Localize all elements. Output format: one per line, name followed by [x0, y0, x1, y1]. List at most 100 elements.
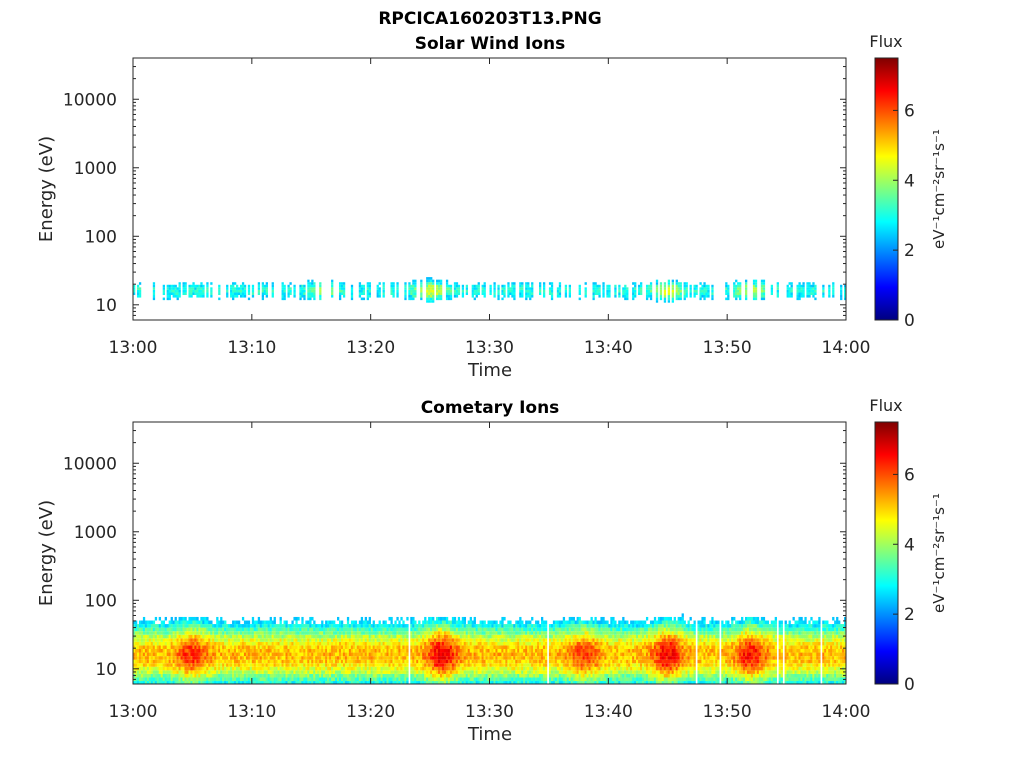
spectrogram-cell — [614, 289, 617, 293]
spectrogram-cell — [622, 289, 625, 293]
spectrogram-cell — [214, 673, 217, 678]
spectrogram-cell — [509, 677, 512, 682]
spectrogram-cell — [410, 295, 413, 298]
spectrogram-cell — [196, 656, 199, 660]
spectrogram-cell — [424, 666, 427, 671]
spectrogram-cell — [392, 670, 395, 674]
spectrogram-cell — [542, 648, 546, 653]
spectrogram-cell — [467, 663, 470, 667]
spectrogram-cell — [194, 681, 197, 684]
spectrogram-cell — [493, 652, 496, 657]
spectrogram-cell — [453, 641, 457, 646]
spectrogram-cell — [447, 284, 451, 288]
spectrogram-cell — [434, 663, 437, 667]
spectrogram-cell — [338, 627, 342, 632]
spectrogram-cell — [222, 641, 225, 646]
spectrogram-cell — [473, 645, 476, 649]
spectrogram-cell — [368, 616, 371, 621]
spectrogram-cell — [438, 681, 441, 684]
spectrogram-cell — [307, 641, 310, 646]
spectrogram-cell — [267, 641, 270, 646]
spectrogram-cell — [744, 297, 748, 301]
spectrogram-cell — [679, 284, 682, 288]
spectrogram-cell — [162, 673, 165, 678]
spectrogram-cell — [540, 620, 544, 625]
spectrogram-cell — [265, 666, 268, 671]
spectrogram-cell — [168, 627, 171, 632]
spectrogram-cell — [327, 656, 330, 660]
spectrogram-cell — [457, 666, 461, 671]
spectrogram-cell — [459, 670, 463, 674]
spectrogram-cell — [218, 297, 221, 301]
spectrogram-cell — [404, 681, 407, 684]
spectrogram-cell — [220, 681, 223, 684]
spectrogram-cell — [335, 638, 338, 642]
spectrogram-cell — [535, 652, 538, 657]
spectrogram-cell — [144, 634, 148, 639]
spectrogram-cell — [206, 289, 209, 293]
spectrogram-cell — [166, 631, 169, 635]
spectrogram-cell — [350, 656, 354, 660]
spectrogram-cell — [331, 666, 334, 671]
spectrogram-cell — [287, 624, 290, 628]
spectrogram-cell — [473, 620, 476, 625]
spectrogram-cell — [548, 659, 552, 664]
spectrogram-cell — [424, 677, 427, 682]
spectrogram-cell — [168, 631, 171, 635]
spectrogram-cell — [808, 292, 811, 296]
spectrogram-cell — [529, 624, 532, 628]
spectrogram-cell — [303, 292, 306, 296]
spectrogram-cell — [133, 645, 136, 649]
spectrogram-cell — [249, 677, 253, 682]
spectrogram-cell — [342, 624, 346, 628]
spectrogram-cell — [410, 627, 413, 632]
spectrogram-cell — [338, 681, 342, 684]
spectrogram-cell — [277, 645, 280, 649]
spectrogram-cell — [303, 652, 306, 657]
spectrogram-cell — [507, 666, 510, 671]
spectrogram-cell — [491, 652, 494, 657]
spectrogram-cell — [265, 656, 268, 660]
spectrogram-cell — [390, 659, 393, 664]
spectrogram-cell — [382, 631, 385, 635]
spectrogram-cell — [327, 663, 330, 667]
spectrogram-cell — [350, 681, 354, 684]
spectrogram-cell — [234, 638, 237, 642]
spectrogram-cell — [439, 282, 443, 285]
spectrogram-cell — [234, 666, 237, 671]
spectrogram-cell — [204, 681, 207, 684]
spectrogram-cell — [190, 641, 193, 646]
spectrogram-cell — [380, 645, 383, 649]
spectrogram-cell — [257, 282, 261, 285]
spectrogram-cell — [428, 641, 431, 646]
spectrogram-cell — [352, 645, 356, 649]
spectrogram-cell — [311, 652, 314, 657]
spectrogram-cell — [790, 282, 793, 285]
spectrogram-cell — [329, 677, 332, 682]
spectrogram-cell — [608, 284, 611, 288]
spectrogram-cell — [420, 652, 423, 657]
spectrogram-cell — [154, 652, 158, 657]
spectrogram-cell — [192, 673, 195, 678]
spectrogram-cell — [402, 638, 405, 642]
spectrogram-cell — [241, 624, 245, 628]
spectrogram-cell — [358, 624, 362, 628]
spectrogram-cell — [394, 638, 397, 642]
spectrogram-cell — [168, 634, 171, 639]
spectrogram-cell — [321, 624, 324, 628]
spectrogram-cell — [226, 287, 229, 290]
spectrogram-cell — [285, 638, 288, 642]
spectrogram-cell — [164, 634, 167, 639]
spectrogram-cell — [685, 292, 688, 296]
spectrogram-cell — [301, 638, 304, 642]
spectrogram-cell — [568, 295, 571, 298]
spectrogram-cell — [533, 652, 536, 657]
spectrogram-cell — [376, 663, 379, 667]
spectrogram-cell — [477, 631, 480, 635]
spectrogram-cell — [527, 624, 530, 628]
spectrogram-cell — [414, 631, 417, 635]
spectrogram-cell — [459, 652, 463, 657]
spectrogram-cell — [531, 670, 534, 674]
spectrogram-cell — [216, 659, 219, 664]
spectrogram-cell — [144, 620, 148, 625]
